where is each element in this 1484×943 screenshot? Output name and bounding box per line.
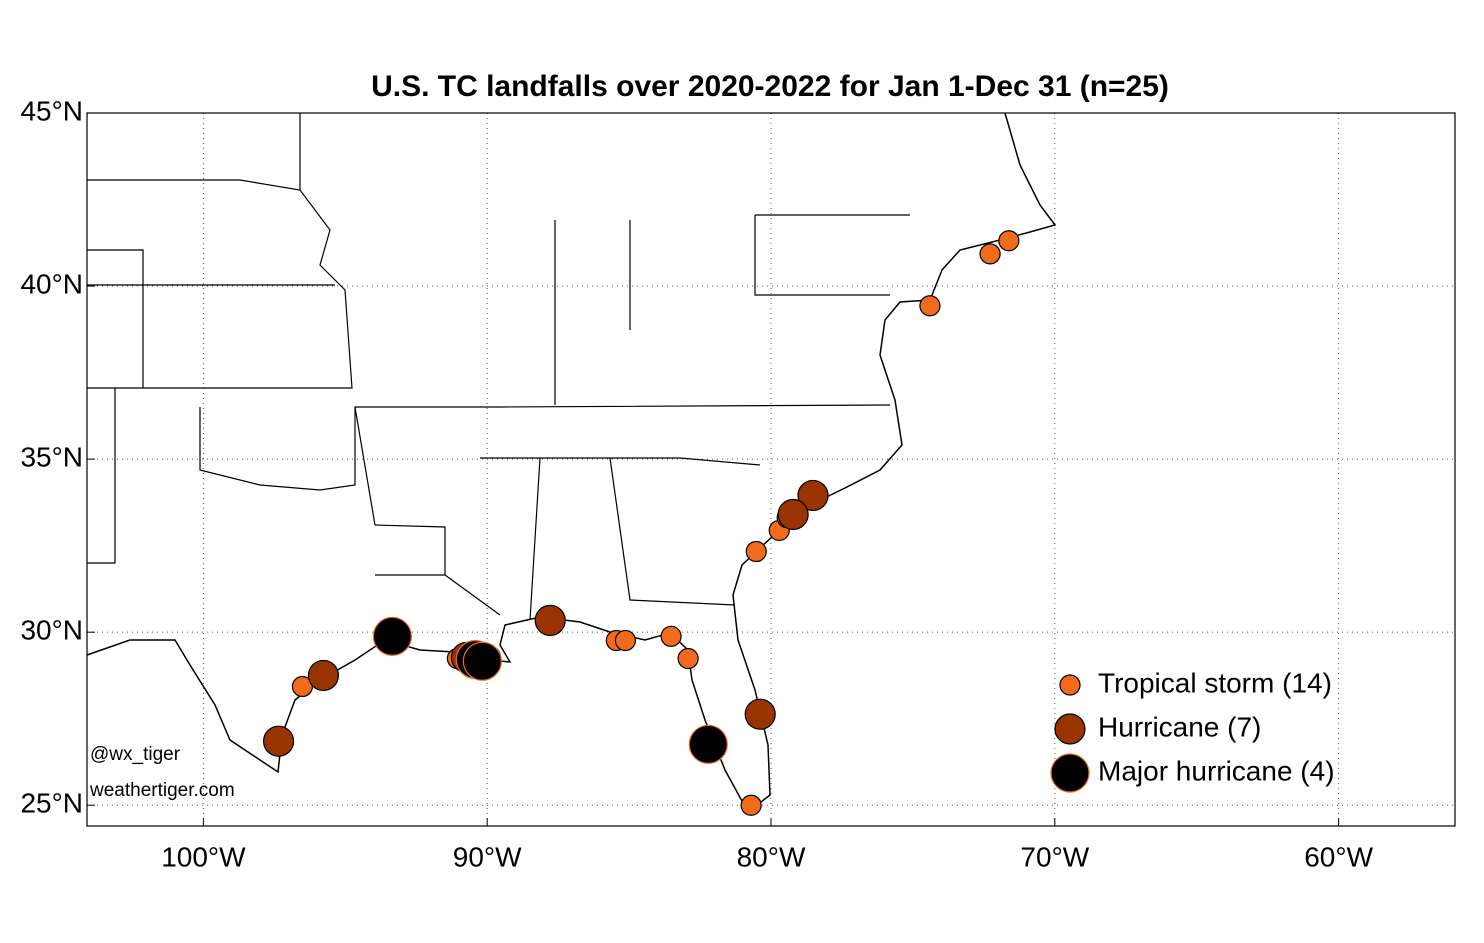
landfall-point — [998, 230, 1020, 252]
y-tick-label: 25°N — [20, 788, 83, 819]
y-tick-label: 30°N — [20, 615, 83, 646]
annotation: @wx_tiger — [90, 744, 181, 765]
legend-label: Major hurricane (4) — [1098, 755, 1335, 786]
legend-label: Tropical storm (14) — [1098, 667, 1332, 698]
landfall-point — [797, 479, 829, 512]
landfall-point — [534, 604, 566, 637]
legend-marker — [1050, 753, 1090, 793]
y-tick-label: 45°N — [20, 95, 83, 126]
x-tick-label: 90°W — [453, 841, 522, 872]
landfall-point — [979, 243, 1001, 265]
chart-title: U.S. TC landfalls over 2020-2022 for Jan… — [371, 70, 1169, 103]
landfall-point — [744, 698, 776, 730]
legend-label: Hurricane (7) — [1098, 711, 1261, 742]
y-tick-label: 40°N — [20, 268, 83, 299]
landfall-point — [614, 629, 637, 652]
state-borders — [87, 113, 910, 621]
x-tick-label: 100°W — [161, 841, 246, 872]
landfall-point — [462, 641, 502, 681]
annotation: weathertiger.com — [89, 780, 235, 801]
x-tick-label: 60°W — [1304, 841, 1373, 872]
landfall-point — [677, 647, 699, 670]
landfall-point — [307, 659, 340, 692]
landfall-point — [291, 675, 314, 698]
landfall-point — [688, 724, 728, 764]
legend-marker — [1054, 713, 1086, 745]
landfall-point — [660, 625, 682, 647]
y-tick-label: 35°N — [20, 442, 83, 473]
landfall-point — [262, 725, 295, 757]
landfall-point — [919, 295, 941, 317]
landfall-point — [777, 498, 809, 531]
legend-marker — [1059, 674, 1081, 696]
x-tick-label: 70°W — [1020, 841, 1089, 872]
landfall-point — [745, 540, 767, 563]
landfall-point — [740, 794, 762, 816]
x-tick-label: 80°W — [737, 841, 806, 872]
landfall-point — [372, 616, 412, 656]
